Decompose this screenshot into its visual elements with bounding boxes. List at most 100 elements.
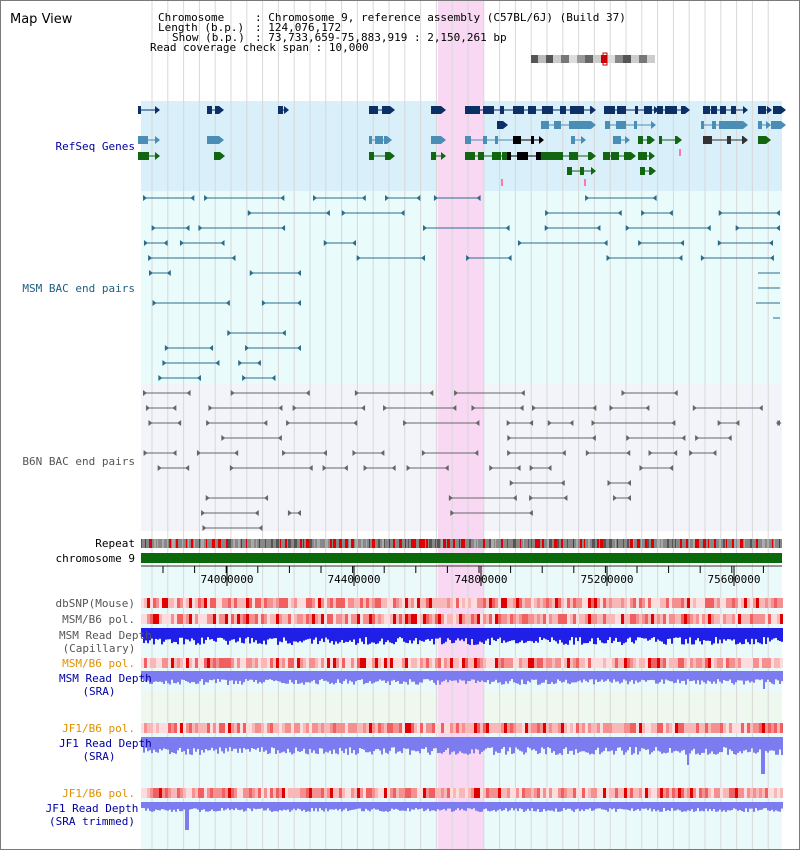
msm-b6-pol-heat-strip-cell — [720, 614, 723, 624]
msm-read-depth-sra-bar — [287, 671, 289, 684]
repeat-element — [226, 539, 228, 548]
jf1-b6-pol-heat-strip-cell — [666, 723, 669, 733]
msm-read-depth-sra-bar — [205, 671, 207, 683]
jf1-read-depth-sra-bar — [701, 737, 703, 753]
jf1-b6-pol-trimmed-heat-strip-cell — [567, 788, 570, 798]
dbsnp-heat-strip-cell — [453, 598, 456, 608]
jf1-read-depth-trimmed-bar — [485, 802, 487, 809]
jf1-read-depth-trimmed-bar — [293, 802, 295, 809]
gene-strand-arrow — [539, 136, 544, 144]
jf1-read-depth-sra-bar — [765, 737, 767, 751]
refseq-genes-label[interactable]: RefSeq Genes — [55, 140, 135, 153]
jf1-read-depth-trimmed-bar — [563, 802, 565, 809]
msm-b6-pol-sra-heat-strip-cell — [333, 658, 336, 668]
msm-b6-pol-heat-strip-cell — [219, 614, 222, 624]
dbsnp-heat-strip-cell — [162, 598, 165, 608]
dbsnp-heat-strip-cell — [324, 598, 327, 608]
msm-read-depth-sra-bar — [149, 671, 151, 684]
jf1-b6-pol-trimmed-heat-strip-cell — [588, 788, 591, 798]
jf1-b6-pol-trimmed-heat-strip-cell — [534, 788, 537, 798]
msm-bac-label[interactable]: MSM BAC end pairs — [22, 282, 135, 295]
msm-read-depth-sra-bar — [707, 671, 709, 681]
msm-b6-pol-sra-heat-strip-cell — [432, 658, 435, 668]
msm-b6-pol-heat-strip-cell — [732, 614, 735, 624]
jf1-b6-pol-heat-strip-cell — [720, 723, 723, 733]
jf1-b6-pol-trimmed-heat-strip-cell — [249, 788, 252, 798]
jf1-b6-pol-heat-strip-cell — [420, 723, 423, 733]
jf1-read-depth-trimmed-bar — [713, 802, 715, 810]
jf1-read-depth-sra-bar — [683, 737, 685, 750]
repeat-element — [355, 539, 358, 548]
jf1-b6-pol-trimmed-heat-strip-cell — [558, 788, 561, 798]
msm-b6-pol-heat-strip-cell — [636, 614, 639, 624]
jf1-read-depth-sra-bar — [429, 737, 431, 755]
msm-read-depth-capillary-bar — [275, 628, 277, 639]
msm-read-depth-capillary-bar — [551, 628, 553, 638]
msm-read-depth-capillary-bar — [155, 628, 157, 639]
msm-read-depth-sra-bar — [489, 671, 491, 685]
msm-b6-pol-heat-strip-cell — [249, 614, 252, 624]
repeat-element — [588, 539, 590, 548]
jf1-read-depth-sra-bar — [539, 737, 541, 754]
msm-read-depth-sra-bar — [599, 671, 601, 682]
b6n-bac-pair-end — [229, 465, 234, 471]
jf1-read-depth-trimmed-bar — [229, 802, 231, 811]
msm-b6-pol-heat-strip-cell — [630, 614, 633, 624]
jf1-read-depth-sra-bar — [745, 737, 747, 750]
jf1-read-depth-trimmed-bar — [239, 802, 241, 811]
dbsnp-heat-strip-cell — [327, 598, 330, 608]
msm-bac-pair-end — [227, 330, 232, 336]
length-value: : 124,076,172 — [255, 21, 342, 34]
msm-b6-pol-heat-strip-cell — [456, 614, 459, 624]
msm-read-depth-sra-bar — [331, 671, 333, 683]
jf1-b6-pol-heat-strip-cell — [729, 723, 732, 733]
repeat-element — [317, 539, 320, 548]
jf1-read-depth-trimmed-bar — [569, 802, 571, 809]
jf1-read-depth-trimmed-bar — [549, 802, 551, 811]
msm-read-depth-sra-bar — [253, 671, 255, 682]
msm-read-depth-sra-bar — [719, 671, 721, 682]
msm-read-depth-sra-bar — [685, 671, 687, 685]
msm-b6-pol-sra-heat-strip-cell — [180, 658, 183, 668]
msm-b6-pol-heat-strip-cell — [267, 614, 270, 624]
jf1-read-depth-trimmed-bar — [405, 802, 407, 811]
jf1-read-depth-sra-bar — [425, 737, 427, 748]
jf1-read-depth-sra-bar — [415, 737, 417, 752]
msm-read-depth-capillary-bar — [145, 628, 147, 641]
msm-read-depth-sra-bar — [619, 671, 621, 684]
msm-b6-pol-sra-heat-strip-cell — [285, 658, 288, 668]
jf1-read-depth-sra-bar — [385, 737, 387, 753]
jf1-read-depth-trimmed-bar — [351, 802, 353, 810]
jf1-read-depth-sra-bar — [427, 737, 429, 753]
msm-read-depth-sra-bar — [393, 671, 395, 680]
msm-b6-pol-heat-strip-cell — [576, 614, 579, 624]
dbsnp-heat-strip-cell — [465, 598, 468, 608]
msm-b6-pol-heat-strip-cell — [687, 614, 690, 624]
b6n-bac-pair-end — [172, 405, 177, 411]
dbsnp-heat-strip-cell — [222, 598, 225, 608]
jf1-b6-pol-trimmed-heat-strip-cell — [753, 788, 756, 798]
jf1-read-depth-trimmed-bar — [607, 802, 609, 812]
msm-b6-pol-sra-heat-strip-cell — [468, 658, 471, 668]
jf1-read-depth-sra-bar — [369, 737, 371, 752]
msm-read-depth-sra-bar — [575, 671, 577, 683]
jf1-read-depth-sra-bar — [709, 737, 711, 754]
jf1-b6-pol-trimmed-heat-strip-cell — [372, 788, 375, 798]
jf1-b6-pol-heat-strip-cell — [177, 723, 180, 733]
jf1-read-depth-trimmed-bar — [267, 802, 269, 809]
b6n-bac-pair-end — [758, 405, 763, 411]
gene-exon — [605, 121, 610, 129]
jf1-read-depth-trimmed-bar — [339, 802, 341, 810]
msm-read-depth-sra-bar — [463, 671, 465, 681]
msm-b6-pol-heat-strip-cell — [486, 614, 489, 624]
msm-read-depth-sra-bar — [297, 671, 299, 684]
jf1-b6-pol-heat-strip-cell — [651, 723, 654, 733]
msm-read-depth-sra-bar — [449, 671, 451, 681]
jf1-read-depth-sra-bar — [681, 737, 683, 751]
jf1-b6-pol-trimmed-heat-strip-cell — [420, 788, 423, 798]
repeat-element — [437, 539, 440, 548]
msm-read-depth-capillary-bar — [217, 628, 219, 638]
b6n-bac-label[interactable]: B6N BAC end pairs — [22, 455, 135, 468]
jf1-read-depth-sra-bar — [235, 737, 237, 749]
